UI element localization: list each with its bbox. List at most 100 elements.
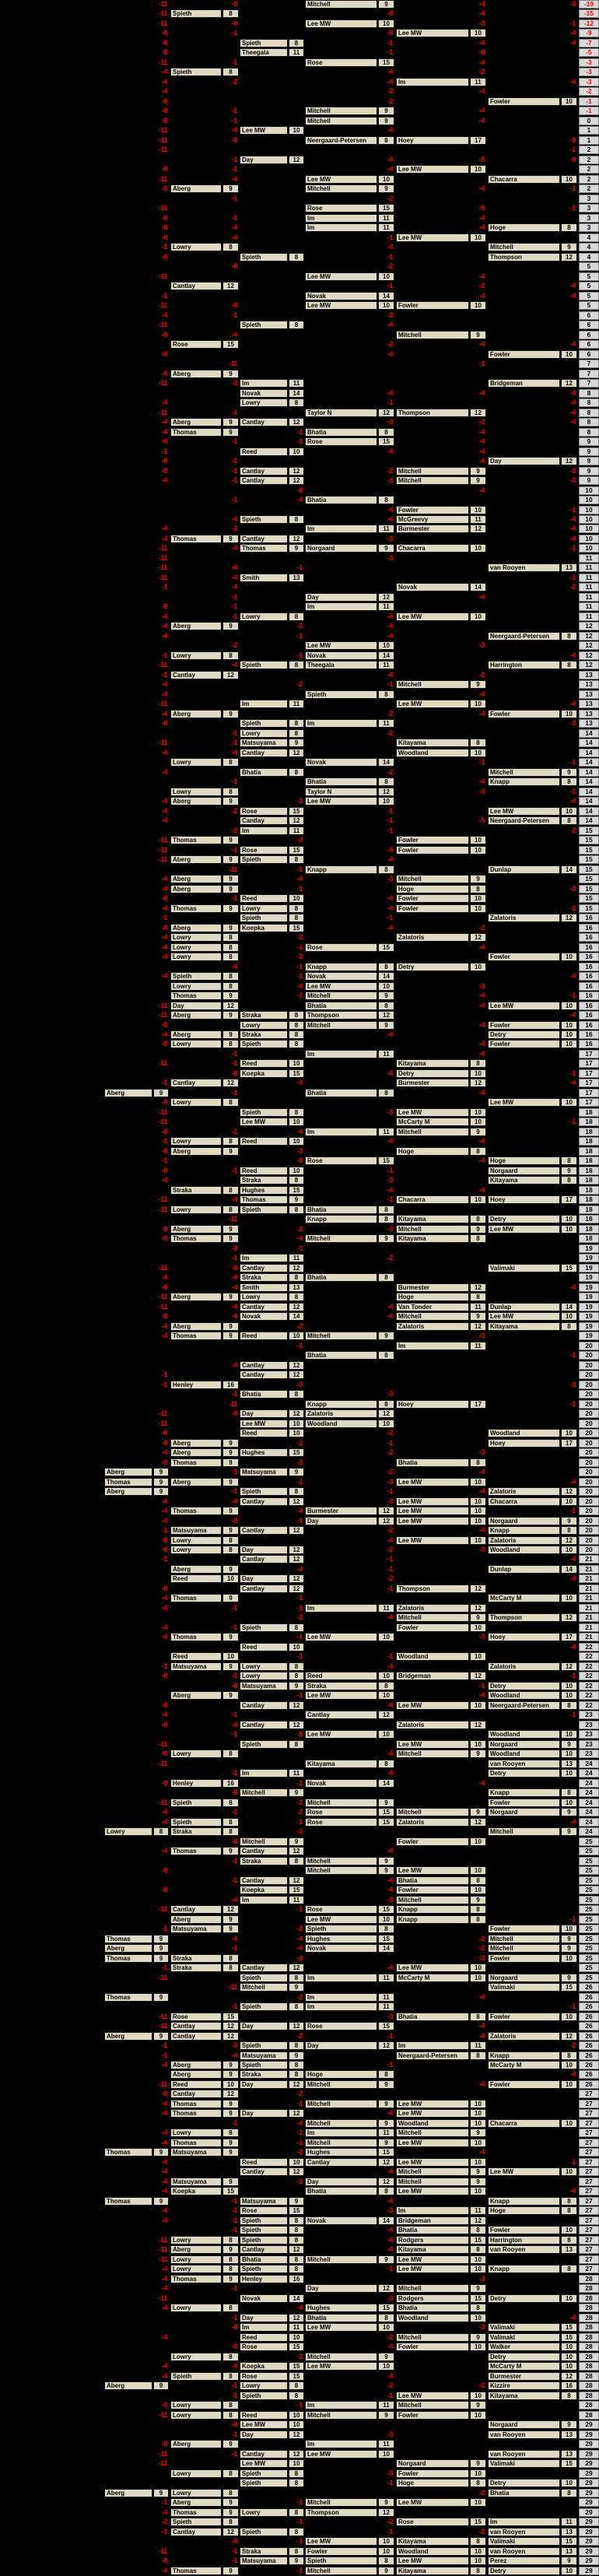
golfer-name-cell[interactable]: Mitchell [396,467,469,476]
total-cell[interactable]: 16 [579,982,599,991]
golfer-name-cell[interactable]: Knapp [488,2051,560,2060]
golfer-name-cell[interactable]: Mitchell [240,1983,288,1992]
golfer-score-cell[interactable]: 8 [561,632,577,640]
golfer-score-cell[interactable]: 9 [470,2178,486,2186]
golfer-name-cell[interactable]: Lee MW [240,1118,288,1126]
total-cell[interactable]: 4 [579,253,599,261]
golfer-name-cell[interactable]: Aberg [170,1030,222,1039]
golfer-score-cell[interactable]: 9 [289,2557,304,2565]
golfer-score-cell[interactable]: 8 [289,1206,304,1214]
total-cell[interactable]: 23 [579,1740,599,1749]
total-cell[interactable]: -7 [579,39,599,47]
golfer-score-cell[interactable]: 9 [222,836,239,844]
golfer-score-cell[interactable]: 12 [470,933,486,942]
golfer-score-cell[interactable]: 8 [378,136,394,145]
golfer-score-cell[interactable]: 8 [289,2547,304,2556]
golfer-score-cell[interactable]: 8 [289,2070,304,2079]
golfer-score-cell[interactable]: 12 [289,816,304,825]
golfer-score-cell[interactable]: 9 [222,2061,239,2069]
total-cell[interactable]: 5 [579,301,599,310]
golfer-score-cell[interactable]: 8 [222,1206,239,1214]
golfer-score-cell[interactable]: 11 [289,48,304,57]
golfer-score-cell[interactable]: 9 [153,1468,169,1476]
total-cell[interactable]: -19 [579,0,599,9]
golfer-score-cell[interactable]: 8 [289,1011,304,1020]
golfer-name-cell[interactable]: Rose [305,1818,377,1827]
golfer-score-cell[interactable]: 9 [222,2245,239,2254]
golfer-name-cell[interactable]: Lee MW [396,2139,469,2147]
golfer-score-cell[interactable]: 10 [561,1429,577,1437]
golfer-score-cell[interactable]: 15 [561,2323,577,2332]
golfer-score-cell[interactable]: 10 [470,836,486,844]
total-cell[interactable]: 7 [579,370,599,378]
total-cell[interactable]: 7 [579,379,599,388]
golfer-score-cell[interactable]: 10 [470,1866,486,1875]
golfer-score-cell[interactable]: 9 [153,2148,169,2157]
golfer-name-cell[interactable]: Day [170,1002,222,1010]
total-cell[interactable]: 3 [579,223,599,232]
golfer-name-cell[interactable]: Im [305,1604,377,1613]
golfer-name-cell[interactable]: Fowler [488,2080,560,2089]
total-cell[interactable]: 20 [579,1536,599,1545]
golfer-name-cell[interactable]: Spieth [240,253,288,261]
golfer-score-cell[interactable]: 10 [470,1069,486,1078]
golfer-score-cell[interactable]: 10 [289,1643,304,1651]
golfer-score-cell[interactable]: 9 [378,0,394,9]
golfer-score-cell[interactable]: 8 [561,2392,577,2400]
total-cell[interactable]: 2 [579,165,599,174]
golfer-score-cell[interactable]: 8 [470,2013,486,2021]
golfer-name-cell[interactable]: Lee MW [396,1536,469,1545]
golfer-score-cell[interactable]: 10 [561,953,577,961]
golfer-score-cell[interactable]: 9 [222,2100,239,2108]
golfer-name-cell[interactable]: Kitayama [488,1176,560,1184]
golfer-score-cell[interactable]: 10 [289,447,304,456]
golfer-score-cell[interactable]: 9 [222,1147,239,1156]
golfer-name-cell[interactable]: Lowry [170,2469,222,2478]
golfer-score-cell[interactable]: 12 [289,1847,304,1855]
golfer-score-cell[interactable]: 16 [222,1779,239,1788]
golfer-name-cell[interactable]: Fowler [396,1886,469,1894]
total-cell[interactable]: 21 [579,1574,599,1583]
golfer-name-cell[interactable]: Thomas [104,1954,152,1963]
golfer-score-cell[interactable]: 8 [470,1215,486,1223]
golfer-name-cell[interactable]: Day [305,2041,377,2050]
golfer-name-cell[interactable]: Hoey [396,136,469,145]
total-cell[interactable]: 11 [579,612,599,621]
golfer-score-cell[interactable]: 12 [378,1711,394,1719]
golfer-score-cell[interactable]: 9 [470,1750,486,1758]
golfer-name-cell[interactable]: Detry [396,1069,469,1078]
golfer-name-cell[interactable]: Smith [240,1283,288,1292]
golfer-name-cell[interactable]: Lowry [170,1098,222,1107]
golfer-name-cell[interactable]: Rose [170,2013,222,2021]
golfer-score-cell[interactable]: 8 [222,943,239,952]
golfer-score-cell[interactable]: 9 [289,1983,304,1992]
total-cell[interactable]: 14 [579,777,599,786]
golfer-score-cell[interactable]: 8 [222,972,239,981]
golfer-name-cell[interactable]: Lowry [170,2236,222,2244]
golfer-name-cell[interactable]: Bhatia [396,1876,469,1885]
golfer-name-cell[interactable]: Lowry [104,1827,152,1836]
golfer-score-cell[interactable]: 9 [153,1089,169,1097]
golfer-name-cell[interactable]: Straka [305,1682,377,1690]
golfer-name-cell[interactable]: Detry [488,1030,560,1039]
golfer-name-cell[interactable]: Lowry [170,788,222,796]
golfer-name-cell[interactable]: Cantlay [240,1555,288,1563]
golfer-score-cell[interactable]: 10 [470,2557,486,2565]
golfer-score-cell[interactable]: 10 [561,2167,577,2176]
golfer-score-cell[interactable]: 9 [153,2197,169,2206]
golfer-name-cell[interactable]: Lowry [170,1536,222,1545]
golfer-score-cell[interactable]: 8 [289,661,304,669]
golfer-name-cell[interactable]: Lee MW [240,2420,288,2429]
golfer-score-cell[interactable]: 10 [561,1312,577,1321]
golfer-name-cell[interactable]: Lowry [240,1021,288,1030]
golfer-name-cell[interactable]: Henley [170,1779,222,1788]
golfer-score-cell[interactable]: 9 [378,107,394,115]
golfer-name-cell[interactable]: Thomas [170,2567,222,2575]
golfer-score-cell[interactable]: 10 [470,1478,486,1486]
golfer-name-cell[interactable]: Bhatia [396,1458,469,1467]
golfer-name-cell[interactable]: Mitchell [396,875,469,883]
golfer-score-cell[interactable]: 10 [289,2420,304,2429]
golfer-name-cell[interactable]: Im [396,2041,469,2050]
total-cell[interactable]: 17 [579,1069,599,1078]
total-cell[interactable]: 15 [579,846,599,855]
